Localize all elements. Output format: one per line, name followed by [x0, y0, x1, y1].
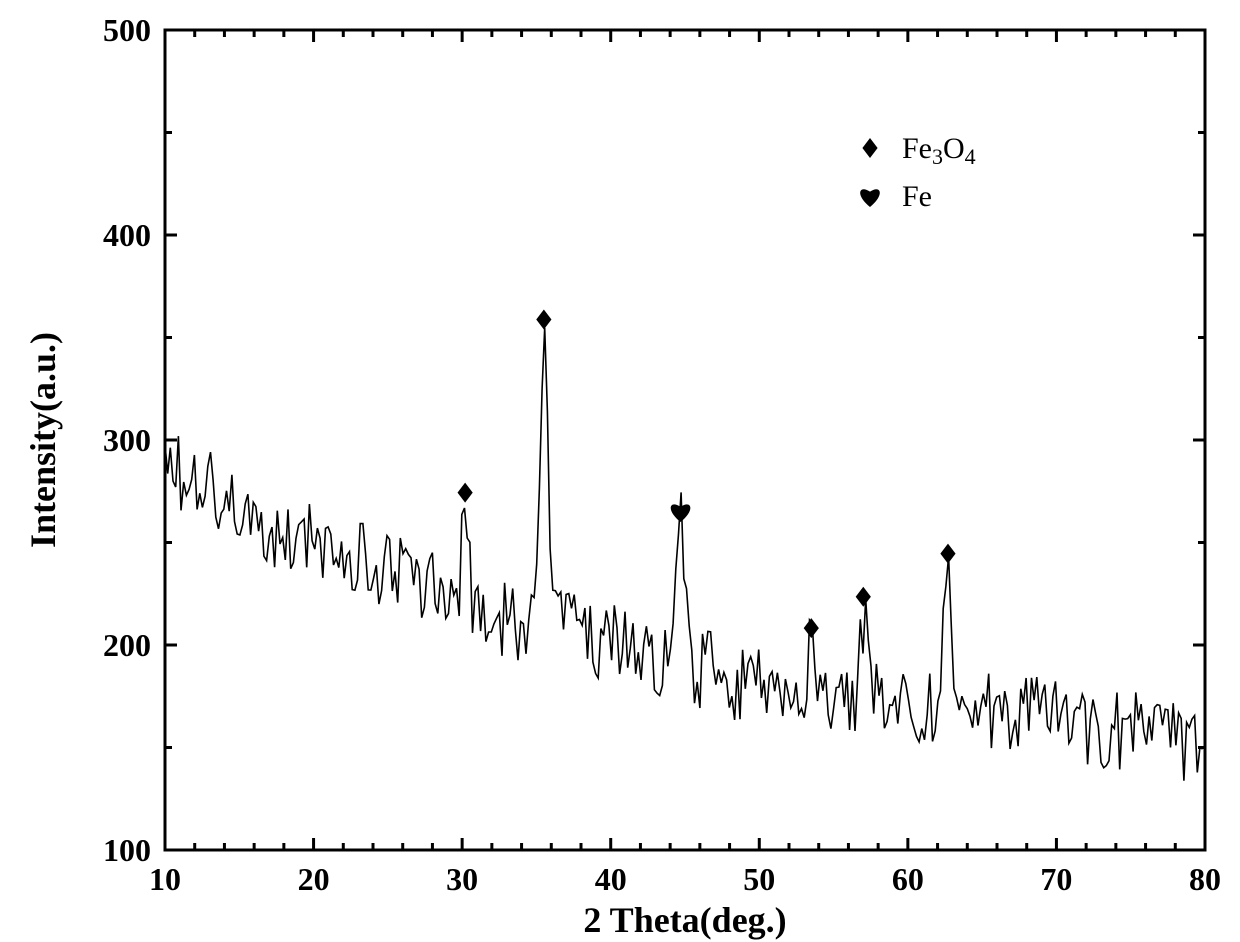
diamond-icon: [940, 544, 955, 564]
x-axis-label: 2 Theta(deg.): [583, 900, 786, 940]
x-tick-label: 10: [149, 861, 181, 897]
diamond-icon: [536, 310, 551, 330]
x-tick-label: 60: [892, 861, 924, 897]
y-tick-label: 300: [103, 422, 151, 458]
x-tick-label: 70: [1040, 861, 1072, 897]
heart-icon: [671, 504, 691, 522]
xrd-chart: 10 20 30 40 50 60 70 80 2 Theta(deg.) 100 200 300 40…: [0, 0, 1240, 942]
diamond-icon: [856, 587, 871, 607]
x-tick-label: 40: [595, 861, 627, 897]
x-tick-label: 50: [743, 861, 775, 897]
y-axis-label: Intensity(a.u.): [23, 332, 63, 548]
x-tick-label: 20: [298, 861, 330, 897]
heart-icon: [860, 189, 880, 207]
diamond-icon: [458, 483, 473, 503]
xrd-trace: [165, 328, 1203, 781]
chart-svg: 10 20 30 40 50 60 70 80 2 Theta(deg.) 100 200 300 40…: [0, 0, 1240, 942]
y-tick-label: 200: [103, 627, 151, 663]
x-tick-label: 80: [1189, 861, 1221, 897]
legend-label: Fe: [902, 180, 932, 213]
y-tick-label: 400: [103, 217, 151, 253]
x-tick-label: 30: [446, 861, 478, 897]
diamond-icon: [804, 618, 819, 638]
y-tick-label: 500: [103, 12, 151, 48]
plot-frame: [165, 30, 1205, 850]
y-tick-label: 100: [103, 832, 151, 868]
diamond-icon: [862, 138, 877, 158]
legend-label: Fe3O4: [902, 132, 976, 169]
